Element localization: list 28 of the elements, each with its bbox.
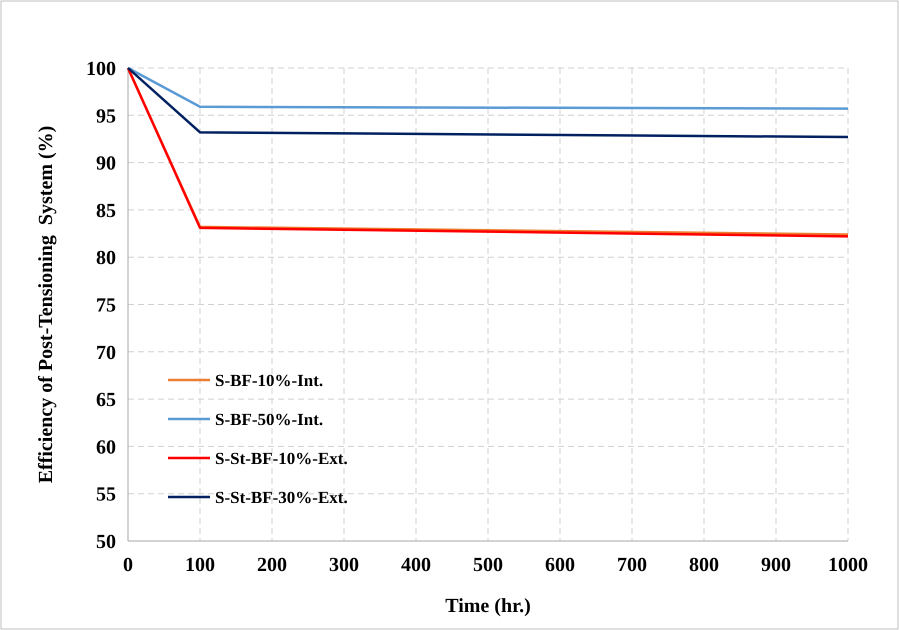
x-tick-label: 1000 xyxy=(828,554,868,576)
x-tick-label: 700 xyxy=(617,554,647,576)
legend-label: S-St-BF-10%-Ext. xyxy=(215,449,348,468)
x-tick-label: 400 xyxy=(401,554,431,576)
y-tick-label: 95 xyxy=(96,105,116,128)
y-tick-label: 90 xyxy=(96,152,116,175)
x-tick-label: 800 xyxy=(689,554,719,576)
legend-label: S-BF-50%-Int. xyxy=(215,410,324,429)
x-tick-label: 0 xyxy=(123,554,133,576)
x-tick-label: 300 xyxy=(329,554,359,576)
x-tick-label: 500 xyxy=(473,554,503,576)
x-tick-label: 600 xyxy=(545,554,575,576)
y-tick-label: 50 xyxy=(96,531,116,553)
x-tick-label: 900 xyxy=(761,554,791,576)
y-tick-label: 75 xyxy=(96,294,116,316)
y-tick-label: 65 xyxy=(96,389,116,412)
y-tick-label: 80 xyxy=(96,247,116,270)
x-tick-label: 200 xyxy=(257,554,287,576)
legend-label: S-BF-10%-Int. xyxy=(215,371,324,390)
y-tick-label: 60 xyxy=(96,436,116,458)
y-tick-label: 100 xyxy=(86,58,116,80)
y-axis-title: Efficiency of Post-Tensioning System (%) xyxy=(35,126,57,484)
y-tick-label: 70 xyxy=(96,342,116,364)
legend-label: S-St-BF-30%-Ext. xyxy=(215,488,348,507)
y-tick-label: 55 xyxy=(96,484,116,506)
x-axis-title: Time (hr.) xyxy=(445,595,531,617)
x-tick-label: 100 xyxy=(185,554,215,576)
y-tick-label: 85 xyxy=(96,200,116,222)
